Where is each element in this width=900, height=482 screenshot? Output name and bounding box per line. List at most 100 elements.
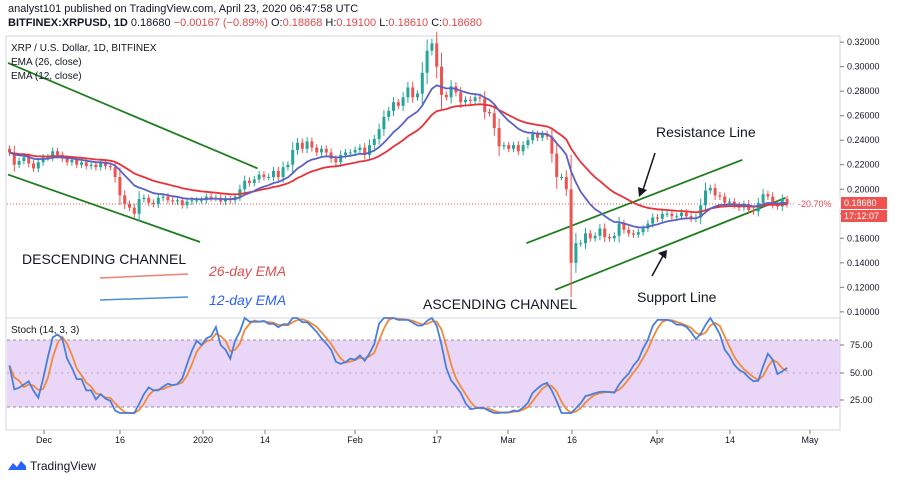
- candle-body: [320, 148, 323, 153]
- candle-body: [94, 164, 98, 168]
- candle-body: [478, 97, 482, 99]
- candle-body: [123, 195, 127, 204]
- y-tick-label: 0.10000: [847, 307, 880, 317]
- candle-body: [401, 97, 405, 106]
- x-tick-label: 16: [567, 435, 577, 445]
- candle-body: [291, 150, 295, 165]
- candle-body: [752, 210, 755, 212]
- ohlc-close-label: C:: [431, 17, 443, 29]
- candle-body: [670, 213, 674, 217]
- candle-body: [488, 112, 491, 114]
- y-tick-label: 0.16000: [847, 233, 880, 243]
- channel-line: [7, 62, 258, 170]
- ohlc-open: 0.18868: [282, 17, 323, 29]
- candle-body: [622, 223, 626, 230]
- candle-body: [526, 140, 530, 146]
- candle-body: [502, 145, 506, 147]
- resistance-line-label: Resistance Line: [656, 124, 756, 140]
- candle-body: [104, 162, 107, 166]
- legend-stoch: Stoch (14, 3, 3): [11, 325, 79, 336]
- candle-body: [459, 92, 463, 103]
- candle-body: [65, 158, 69, 163]
- candle-body: [584, 233, 587, 244]
- footer: TradingView: [8, 459, 96, 473]
- candle-body: [238, 189, 242, 197]
- candle-body: [420, 72, 424, 94]
- candle-body: [161, 196, 165, 198]
- stoch-d-line: [8, 317, 788, 415]
- candle-body: [368, 145, 371, 155]
- candle-body: [142, 197, 146, 200]
- tradingview-logo-icon: [8, 461, 26, 470]
- candle-body: [152, 202, 155, 204]
- candle-body: [51, 151, 55, 158]
- candle-body: [171, 200, 175, 202]
- candle-body: [267, 177, 271, 178]
- candle-body: [675, 216, 679, 218]
- x-tick-label: 2020: [193, 435, 213, 445]
- candle-body: [564, 177, 568, 190]
- candle-body: [689, 216, 693, 219]
- candle-body: [579, 243, 583, 245]
- channel-line: [526, 158, 743, 245]
- legend-ema12: EMA (12, close): [11, 71, 82, 82]
- candle-body: [36, 162, 40, 169]
- candle-body: [574, 243, 578, 263]
- candle-body: [598, 228, 602, 236]
- legend-ema26: EMA (26, close): [11, 57, 82, 68]
- ema26-line: [9, 103, 788, 214]
- candle-body: [56, 151, 59, 155]
- ema12-line: [9, 84, 788, 229]
- candle-body: [392, 102, 395, 111]
- candle-body: [396, 102, 400, 106]
- ema26-key-line: [99, 273, 189, 279]
- candle-body: [75, 159, 79, 165]
- candle-body: [324, 148, 328, 153]
- candle-body: [536, 134, 539, 138]
- x-tick-label: 17: [432, 435, 442, 445]
- candle-body: [300, 142, 304, 149]
- ascending-channel-label: ASCENDING CHANNEL: [423, 296, 577, 312]
- countdown-tag: 17:12:07: [844, 211, 879, 221]
- y-tick-label: 0.12000: [847, 282, 880, 292]
- y-tick-label: 0.20000: [847, 184, 880, 194]
- candle-body: [315, 147, 319, 153]
- candle-body: [771, 196, 775, 204]
- channel-line: [7, 173, 201, 243]
- candle-body: [377, 129, 381, 139]
- candle-body: [473, 97, 477, 101]
- candle-body: [12, 152, 16, 165]
- candle-body: [262, 174, 266, 177]
- candle-body: [224, 199, 227, 202]
- last-price: 0.18680: [130, 17, 171, 29]
- ohlc-line: BITFINEX:XRPUSD, 1D 0.18680 −0.00167 (−0…: [8, 16, 482, 30]
- candle-body: [80, 162, 83, 165]
- stoch-layer: [8, 316, 788, 415]
- candle-body: [22, 157, 26, 162]
- candle-body: [627, 229, 631, 234]
- candle-body: [603, 228, 607, 238]
- candle-body: [497, 127, 501, 147]
- chart-header: analyst101 published on TradingView.com,…: [8, 2, 482, 30]
- candle-body: [195, 200, 199, 202]
- candle-body: [464, 99, 467, 103]
- x-tick-label: 14: [725, 435, 735, 445]
- candle-body: [310, 141, 314, 148]
- ema12-key-line: [99, 296, 189, 301]
- candle-body: [468, 99, 472, 101]
- ohlc-low: 0.18610: [388, 17, 429, 29]
- candle-body: [416, 93, 419, 98]
- candle-body: [593, 235, 597, 239]
- price-tag-bg: [841, 197, 887, 209]
- candle-body: [704, 190, 707, 206]
- pct-tag-bg: [796, 199, 840, 209]
- candle-body: [358, 147, 362, 151]
- candle-body: [276, 170, 280, 177]
- candle-body: [363, 147, 367, 155]
- ema12-key-label: 12-day EMA: [209, 292, 286, 308]
- resistance-arrow: [638, 152, 656, 197]
- ohlc-open-label: O:: [270, 17, 283, 29]
- countdown-tag-bg: [841, 210, 887, 222]
- footer-brand: TradingView: [30, 459, 97, 473]
